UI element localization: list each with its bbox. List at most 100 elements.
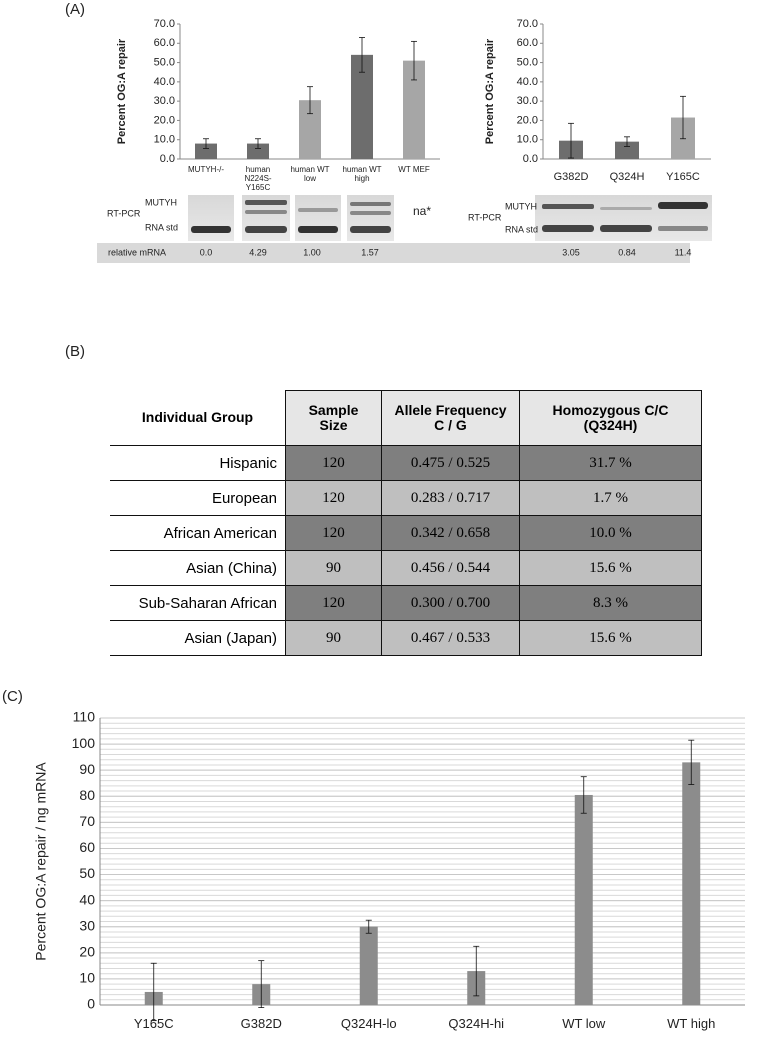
table-cell: 8.3 % (519, 585, 702, 621)
bar (682, 762, 701, 1005)
y-axis-label: Percent OG:A repair (116, 38, 128, 144)
panel-label: (B) (65, 343, 85, 360)
table-cell: European (110, 480, 286, 516)
y-tick-label: 30.0 (154, 95, 175, 107)
gel-left (188, 195, 394, 241)
table-cell: 15.6 % (519, 620, 702, 656)
y-tick-label: 70.0 (154, 18, 175, 30)
x-tick-label: human WT high (342, 165, 382, 184)
y-tick-label: 20.0 (517, 114, 538, 126)
table-row: Hispanic 120 0.475 / 0.525 31.7 % (110, 445, 702, 481)
mrna-value: 0.84 (618, 247, 636, 257)
y-tick-label: 30 (79, 917, 95, 933)
bar (359, 926, 378, 1005)
gel-label: RNA std (505, 224, 538, 234)
table-cell: 90 (285, 550, 382, 586)
header-cell: Individual Group (110, 390, 286, 446)
y-tick-label: 10.0 (154, 134, 175, 146)
table-cell: 0.283 / 0.717 (381, 480, 520, 516)
table-cell: 120 (285, 515, 382, 551)
y-tick-label: 10 (79, 970, 95, 986)
table-cell: 15.6 % (519, 550, 702, 586)
mrna-value: 1.00 (303, 247, 321, 257)
bar (615, 141, 639, 159)
gel-label: MUTYH (145, 197, 177, 207)
gel-label: RT-PCR (468, 212, 502, 222)
x-tick-label: WT low (562, 1016, 606, 1031)
table-cell: African American (110, 515, 286, 551)
x-tick-label: human WT low (290, 165, 330, 184)
table-cell: 10.0 % (519, 515, 702, 551)
table-cell: Sub-Saharan African (110, 585, 286, 621)
y-tick-label: 50.0 (154, 56, 175, 68)
x-tick-label: WT high (667, 1016, 716, 1031)
mrna-row (97, 243, 690, 263)
x-tick-label: Q324H (609, 171, 645, 183)
y-tick-label: 60.0 (517, 37, 538, 49)
frequency-table: Individual Group Sample Size Allele Freq… (110, 390, 702, 656)
table-cell: 0.467 / 0.533 (381, 620, 520, 656)
table-cell: 1.7 % (519, 480, 702, 516)
gel-right (535, 195, 712, 241)
y-tick-label: 110 (73, 709, 96, 725)
table-cell: 90 (285, 620, 382, 656)
y-tick-label: 50 (79, 865, 95, 881)
table-row: Asian (China) 90 0.456 / 0.544 15.6 % (110, 550, 702, 586)
bar (247, 143, 269, 159)
y-tick-label: 0 (87, 996, 95, 1012)
mrna-value: 4.29 (249, 247, 267, 257)
y-tick-label: 20 (79, 944, 95, 960)
table-cell: 0.342 / 0.658 (381, 515, 520, 551)
header-cell: Allele Frequency C / G (381, 390, 520, 446)
panel-label: (C) (2, 688, 23, 705)
table-cell: 120 (285, 585, 382, 621)
y-tick-label: 100 (72, 735, 96, 751)
y-tick-label: 60.0 (154, 37, 175, 49)
y-tick-label: 60 (79, 839, 95, 855)
mrna-label: relative mRNA (108, 247, 166, 257)
table-cell: 31.7 % (519, 445, 702, 481)
y-tick-label: 70.0 (517, 18, 538, 30)
mrna-value: 1.57 (361, 247, 379, 257)
y-tick-label: 40.0 (154, 76, 175, 88)
table-cell: 120 (285, 480, 382, 516)
mrna-value: 0.0 (200, 247, 213, 257)
bar (403, 60, 425, 160)
table-row: African American 120 0.342 / 0.658 10.0 % (110, 515, 702, 551)
x-tick-label: G382D (553, 171, 589, 183)
y-tick-label: 90 (79, 761, 95, 777)
gel-label: MUTYH (505, 201, 537, 211)
x-tick-label: Y165C (666, 171, 700, 183)
table-cell: 0.475 / 0.525 (381, 445, 520, 481)
y-tick-label: 40.0 (517, 76, 538, 88)
x-tick-label: MUTYH-/- (188, 165, 224, 174)
table-cell: 0.300 / 0.700 (381, 585, 520, 621)
bar (195, 143, 217, 159)
y-axis-label: Percent OG:A repair / ng mRNA (33, 762, 49, 961)
y-tick-label: 0.0 (523, 153, 538, 165)
x-tick-label: G382D (240, 1016, 282, 1031)
bar (299, 100, 321, 159)
y-tick-label: 40 (79, 891, 95, 907)
mrna-value: 3.05 (562, 247, 580, 257)
table-cell: Asian (China) (110, 550, 286, 586)
x-tick-label: Y165C (133, 1016, 174, 1031)
gel-na: na* (413, 204, 431, 218)
x-tick-label: WT MEF (398, 165, 430, 174)
y-tick-label: 0.0 (160, 153, 175, 165)
bar (574, 794, 593, 1005)
gel-label: RT-PCR (107, 208, 141, 218)
panel-label: (A) (65, 1, 85, 18)
table-row: Asian (Japan) 90 0.467 / 0.533 15.6 % (110, 620, 702, 656)
table-row: European 120 0.283 / 0.717 1.7 % (110, 480, 702, 516)
x-tick-label: Q324H-lo (340, 1016, 397, 1031)
bar (351, 54, 373, 159)
y-tick-label: 80 (79, 787, 95, 803)
header-cell: Sample Size (285, 390, 382, 446)
x-tick-label: human N224S-Y165C (244, 165, 272, 193)
y-tick-label: 50.0 (517, 56, 538, 68)
y-tick-label: 30.0 (517, 95, 538, 107)
gel-label: RNA std (145, 222, 178, 232)
